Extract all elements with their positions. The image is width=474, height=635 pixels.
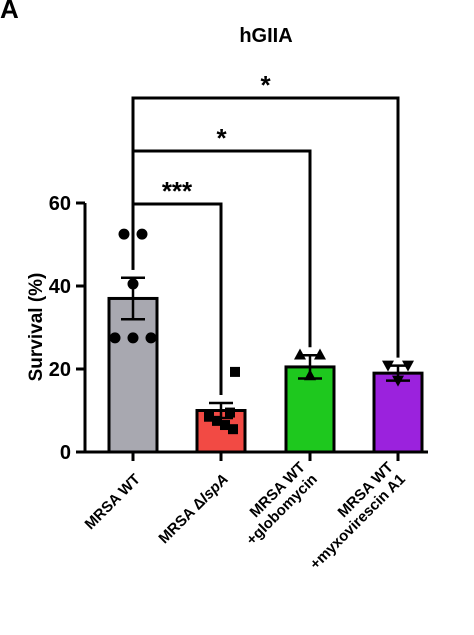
- significance-label-1: ***: [162, 176, 193, 206]
- x-tick-labels: MRSA WT MRSA ΔlspA MRSA WT+globomycin MRSA …: [82, 459, 409, 573]
- data-point-4-2: [402, 360, 414, 372]
- panel-label: A: [0, 0, 19, 24]
- x-tick-label-1: MRSA WT: [82, 471, 144, 533]
- data-point-1-4: [109, 332, 121, 344]
- error-bars: [121, 276, 410, 420]
- y-tick-label: 40: [49, 276, 71, 298]
- y-tick-label: 60: [49, 193, 71, 215]
- significance-label-3: *: [260, 70, 271, 100]
- data-point-2-3: [204, 411, 214, 422]
- data-point-3-1: [294, 348, 306, 360]
- bar-3: [284, 365, 336, 454]
- data-point-4-1: [382, 360, 394, 372]
- y-axis-label: Survival (%): [26, 273, 47, 382]
- data-point-2-1: [230, 366, 240, 377]
- data-point-1-1: [118, 228, 130, 240]
- data-point-1-3: [127, 278, 139, 290]
- significance-bracket-3: [131, 96, 400, 358]
- chart-title: hGIIA: [239, 25, 292, 47]
- significance-brackets: *****: [131, 70, 400, 396]
- data-point-1-5: [127, 332, 139, 344]
- data-point-2-6: [228, 424, 238, 435]
- data-point-2-5: [220, 420, 230, 431]
- significance-label-2: *: [216, 123, 227, 153]
- y-tick-label: 0: [60, 442, 71, 464]
- data-point-2-4: [212, 415, 222, 426]
- data-points: [109, 228, 414, 435]
- x-tick-label-line: MRSA WT: [82, 471, 144, 533]
- data-point-3-2: [314, 348, 326, 360]
- data-point-1-6: [145, 332, 157, 344]
- x-tick-label-line: MRSA Δ: [155, 494, 209, 548]
- x-tick-label-3: MRSA WT+globomycin: [231, 459, 321, 549]
- data-point-3-3: [304, 369, 316, 381]
- x-tick-label-2: MRSA ΔlspA: [155, 471, 231, 547]
- data-point-4-3: [392, 375, 404, 387]
- data-point-2-2: [225, 407, 235, 418]
- bar-1: [107, 296, 159, 454]
- y-tick-label: 20: [49, 359, 71, 381]
- data-point-1-2: [136, 228, 148, 240]
- bars: [107, 296, 424, 454]
